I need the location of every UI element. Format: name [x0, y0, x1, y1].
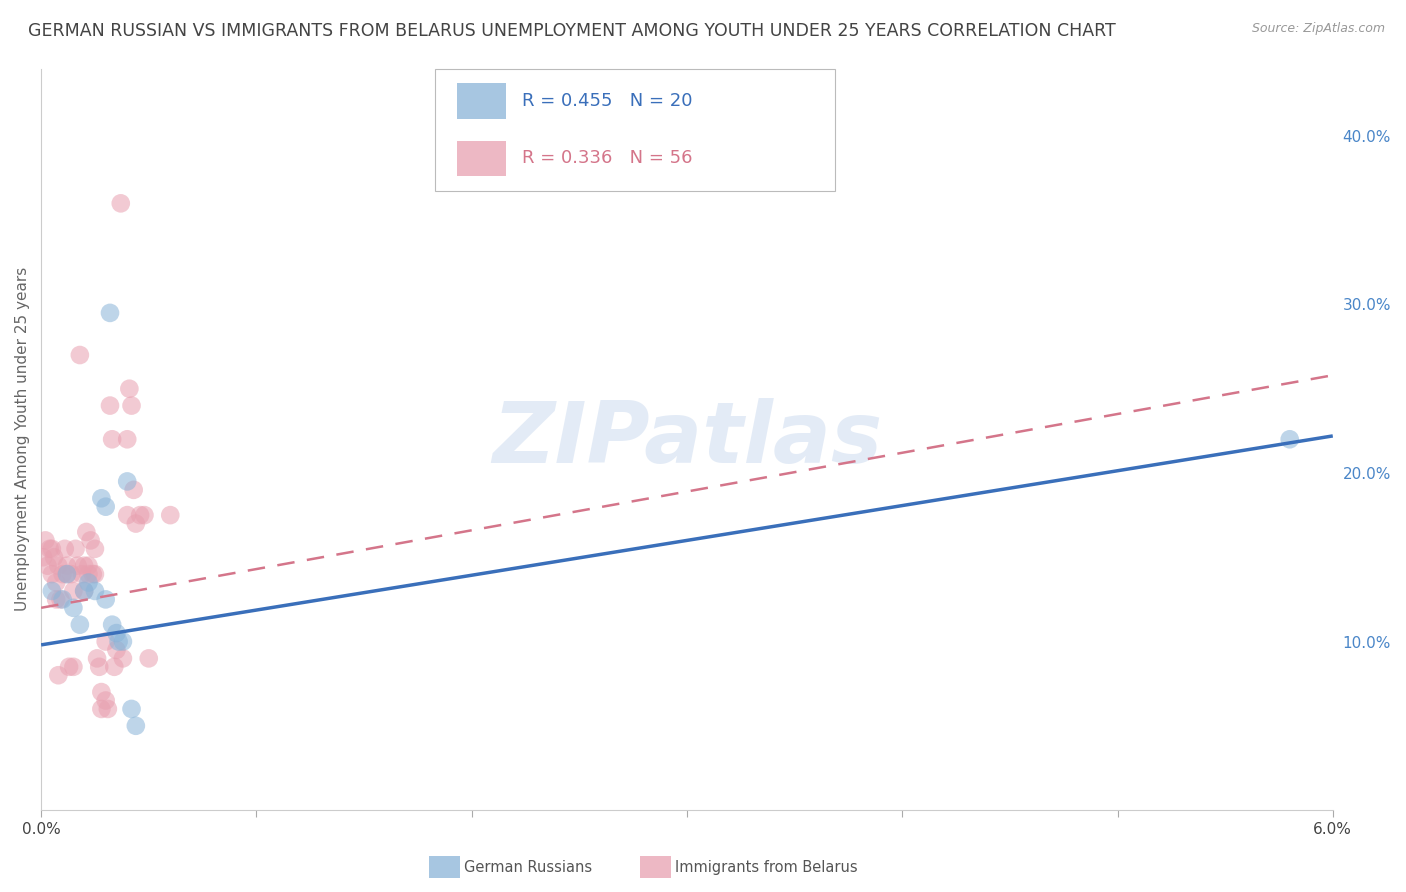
Y-axis label: Unemployment Among Youth under 25 years: Unemployment Among Youth under 25 years — [15, 268, 30, 611]
Point — [110, 196, 132, 211]
Point — [138, 651, 160, 665]
Point — [101, 432, 124, 446]
Point — [41, 584, 63, 599]
Point — [49, 592, 72, 607]
Text: R = 0.455   N = 20: R = 0.455 N = 20 — [522, 92, 692, 110]
Text: Immigrants from Belarus: Immigrants from Belarus — [675, 860, 858, 874]
Point — [94, 634, 117, 648]
Bar — [457, 83, 506, 119]
Point — [45, 592, 67, 607]
Point — [105, 643, 128, 657]
Point — [52, 592, 75, 607]
Point — [70, 567, 93, 582]
Point — [115, 475, 138, 489]
Point — [122, 483, 145, 497]
Point — [94, 693, 117, 707]
Point — [75, 524, 97, 539]
Point — [98, 399, 121, 413]
Point — [41, 567, 63, 582]
Text: R = 0.336   N = 56: R = 0.336 N = 56 — [522, 150, 692, 168]
Point — [62, 584, 84, 599]
Point — [52, 567, 75, 582]
Point — [111, 651, 134, 665]
Point — [69, 617, 91, 632]
Point — [58, 660, 80, 674]
Point — [121, 702, 143, 716]
Point — [90, 702, 112, 716]
Point — [34, 533, 56, 548]
Point — [42, 550, 65, 565]
Point — [65, 541, 87, 556]
Point — [129, 508, 152, 522]
Point — [89, 660, 111, 674]
Point — [101, 617, 124, 632]
Text: GERMAN RUSSIAN VS IMMIGRANTS FROM BELARUS UNEMPLOYMENT AMONG YOUTH UNDER 25 YEAR: GERMAN RUSSIAN VS IMMIGRANTS FROM BELARU… — [28, 22, 1116, 40]
Point — [66, 558, 89, 573]
Point — [84, 567, 107, 582]
Point — [107, 634, 129, 648]
Point — [90, 491, 112, 506]
Point — [45, 575, 67, 590]
Point — [118, 382, 141, 396]
FancyBboxPatch shape — [434, 69, 835, 191]
Point — [159, 508, 181, 522]
Point — [121, 399, 143, 413]
Point — [62, 660, 84, 674]
Point — [56, 558, 79, 573]
Point — [37, 558, 59, 573]
Point — [46, 668, 69, 682]
Point — [56, 567, 79, 582]
Point — [111, 634, 134, 648]
Point — [103, 660, 125, 674]
Point — [115, 508, 138, 522]
Point — [41, 541, 63, 556]
Point — [134, 508, 156, 522]
Text: German Russians: German Russians — [464, 860, 592, 874]
Point — [125, 516, 148, 531]
Bar — [457, 141, 506, 177]
Point — [82, 567, 104, 582]
Point — [94, 500, 117, 514]
Point — [77, 567, 100, 582]
Point — [98, 306, 121, 320]
Point — [62, 600, 84, 615]
Point — [73, 584, 96, 599]
Point — [38, 541, 60, 556]
Point — [125, 719, 148, 733]
Point — [56, 567, 79, 582]
Text: Source: ZipAtlas.com: Source: ZipAtlas.com — [1251, 22, 1385, 36]
Point — [94, 592, 117, 607]
Point — [69, 348, 91, 362]
Point — [1278, 432, 1301, 446]
Point — [86, 651, 108, 665]
Point — [77, 558, 100, 573]
Point — [60, 567, 83, 582]
Point — [79, 533, 101, 548]
Point — [53, 541, 76, 556]
Point — [105, 626, 128, 640]
Point — [73, 558, 96, 573]
Point — [115, 432, 138, 446]
Point — [32, 550, 55, 565]
Point — [73, 584, 96, 599]
Text: ZIPatlas: ZIPatlas — [492, 398, 882, 481]
Point — [97, 702, 120, 716]
Point — [84, 541, 107, 556]
Point — [77, 575, 100, 590]
Point — [90, 685, 112, 699]
Point — [46, 558, 69, 573]
Point — [84, 584, 107, 599]
